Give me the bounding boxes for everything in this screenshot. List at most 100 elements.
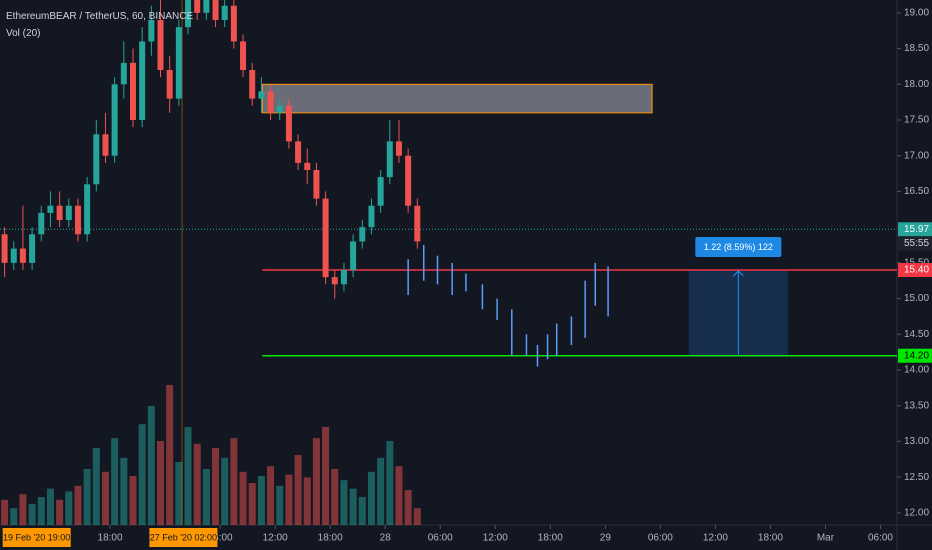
y-tick-label: 12.00 [904, 507, 929, 518]
volume-bar [101, 471, 109, 525]
date-marker-box [149, 528, 218, 547]
candle-body [395, 141, 402, 156]
y-tick-label: 16.50 [904, 186, 929, 197]
volume-bar [303, 477, 311, 525]
indicator-label: Vol (20) [6, 28, 40, 39]
volume-bar [349, 488, 357, 525]
volume-bar [46, 488, 54, 525]
volume-bar [230, 438, 238, 525]
candle-body [405, 155, 412, 206]
volume-bar [184, 427, 192, 525]
level-label-box [898, 348, 932, 363]
position-label: 1.22 (8.59%) 122 [704, 242, 773, 252]
candle-body [377, 177, 384, 206]
level-label-box [898, 263, 932, 277]
position-arrow-head [732, 270, 744, 277]
candle-body [221, 5, 228, 20]
y-tick-label: 13.00 [904, 436, 929, 447]
volume-bar [138, 424, 146, 525]
candle-body [29, 234, 36, 263]
volume-bar [358, 497, 366, 525]
volume-bar [367, 471, 375, 525]
x-tick-label: 06:00 [648, 533, 673, 544]
y-tick-label: 18.00 [904, 79, 929, 90]
date-marker-label: 27 Feb '20 02:00 [150, 532, 217, 542]
volume-bar [157, 441, 165, 525]
candle-body [65, 205, 72, 220]
volume-bar [312, 438, 320, 525]
candle-body [267, 91, 274, 113]
y-tick-label: 15.50 [904, 257, 929, 268]
volume-bar [37, 497, 45, 525]
volume-bar [28, 504, 36, 525]
x-tick-label: 18:00 [318, 533, 343, 544]
candle-body [258, 91, 265, 99]
candle-body [203, 0, 210, 13]
candle-body [10, 248, 17, 263]
candle-body [350, 241, 357, 270]
countdown-box [898, 236, 932, 251]
x-tick-label: 18:00 [98, 533, 123, 544]
candle-body [313, 170, 320, 199]
y-tick-label: 18.50 [904, 43, 929, 54]
chart-title: EthereumBEAR / TetherUS, 60, BINANCE [6, 11, 193, 22]
y-tick-label: 17.00 [904, 150, 929, 161]
volume-bar [257, 476, 265, 525]
volume-bar [129, 476, 137, 525]
y-tick-label: 15.00 [904, 293, 929, 304]
volume-bar [404, 490, 412, 525]
volume-bar [221, 457, 229, 525]
volume-bar [294, 455, 302, 525]
volume-bar [56, 499, 64, 525]
x-tick-label: Mar [817, 533, 835, 544]
candle-body [166, 70, 173, 99]
volume-bar [267, 466, 275, 525]
volume-bar [202, 469, 210, 525]
x-tick-label: 12:00 [483, 533, 508, 544]
candle-body [175, 27, 182, 99]
candle-body [340, 270, 347, 285]
volume-bar [120, 457, 128, 525]
level-label: 15.40 [904, 265, 929, 276]
volume-bar [147, 406, 155, 525]
x-tick-label: 06:00 [208, 533, 233, 544]
candle-body [139, 41, 146, 120]
candle-body [322, 198, 329, 278]
volume-bar [248, 483, 256, 525]
x-tick-label: 12:00 [263, 533, 288, 544]
volume-bar [65, 491, 73, 525]
candle-body [38, 212, 45, 235]
candle-body [47, 205, 54, 213]
last-price-box [898, 222, 932, 237]
volume-bar [413, 508, 421, 525]
volume-bar [19, 494, 27, 525]
candle-body [230, 5, 237, 42]
x-tick-label: 18:00 [538, 533, 563, 544]
candle-body [111, 84, 118, 156]
last-price-label: 15.97 [904, 224, 929, 235]
date-marker-box [2, 528, 71, 547]
candle-body [1, 234, 8, 263]
candle-body [414, 205, 421, 242]
volume-bar [92, 448, 100, 525]
volume-bar [395, 466, 403, 525]
candle-body [359, 227, 366, 242]
y-tick-label: 12.50 [904, 472, 929, 483]
volume-bar [83, 469, 91, 525]
x-tick-label: 18:00 [758, 533, 783, 544]
volume-bar [10, 508, 18, 525]
candle-body [74, 205, 81, 235]
position-label-box [695, 237, 782, 257]
volume-bar [340, 480, 348, 525]
volume-bar [386, 441, 394, 525]
candle-body [304, 162, 311, 170]
candle-body [93, 134, 100, 185]
candle-body [295, 141, 302, 163]
volume-bar [1, 499, 9, 525]
volume-bar [212, 448, 220, 525]
x-tick-label: 06:00 [428, 533, 453, 544]
volume-bar [166, 385, 174, 525]
volume-bar [111, 438, 119, 525]
candle-body [212, 0, 219, 20]
